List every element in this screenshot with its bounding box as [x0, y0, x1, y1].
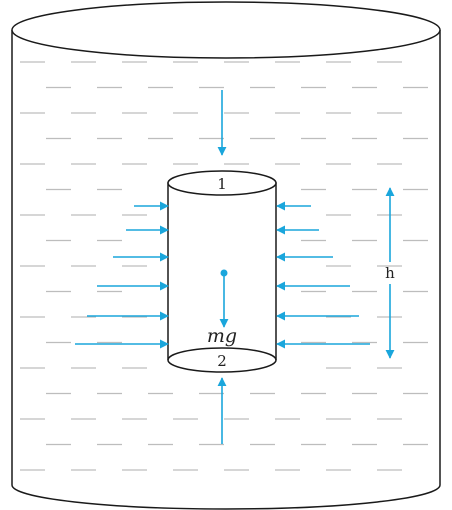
top-face-label: 1: [217, 175, 227, 193]
center-of-mass-dot: [220, 269, 228, 277]
container-body: [11, 30, 441, 510]
cylinder-body: [167, 182, 277, 373]
cylinder: 1 2: [167, 170, 277, 373]
weight-label: mg: [207, 325, 237, 347]
cylinder-bottom-back-edge: [167, 347, 277, 361]
weight-vector: mg: [207, 269, 237, 347]
container: [11, 1, 441, 510]
height-label: h: [385, 264, 395, 282]
height-indicator: h: [385, 187, 395, 359]
cylinder-top-face: [167, 170, 277, 196]
liquid-pattern: [20, 61, 428, 471]
container-rim: [11, 1, 441, 59]
bottom-face-label: 2: [217, 352, 227, 370]
pressure-arrows: [75, 90, 370, 444]
